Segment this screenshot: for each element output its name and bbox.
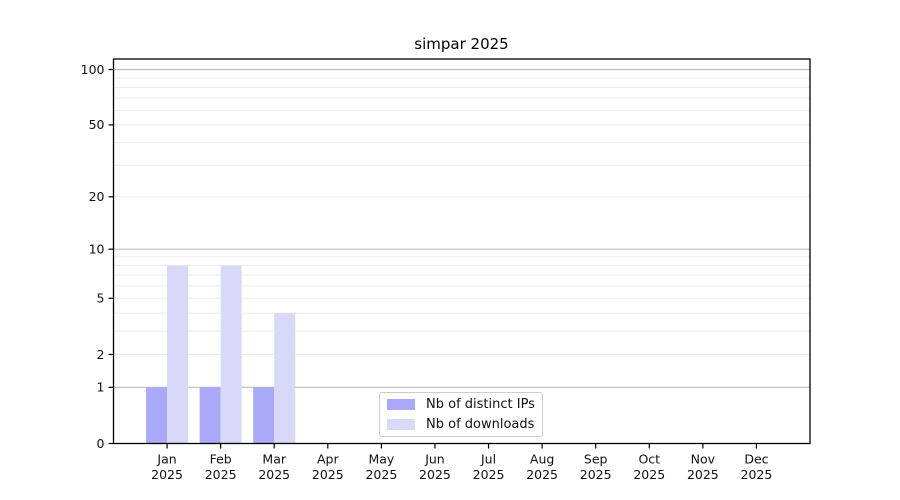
x-tick-label-year: 2025 (633, 467, 665, 482)
bar-distinct-ips (253, 387, 275, 444)
bar-distinct-ips (199, 387, 221, 444)
x-tick-label-year: 2025 (741, 467, 773, 482)
x-tick-label-month: Sep (584, 452, 608, 467)
y-tick-label: 1 (97, 380, 105, 395)
x-tick-label-month: Feb (210, 452, 232, 467)
y-tick-label: 5 (97, 291, 105, 306)
bar-distinct-ips (146, 387, 168, 444)
x-tick-label-year: 2025 (151, 467, 183, 482)
bar-downloads (274, 313, 296, 444)
x-tick-label-month: Dec (744, 452, 768, 467)
x-tick-label-year: 2025 (258, 467, 290, 482)
x-tick-label-year: 2025 (580, 467, 612, 482)
legend-swatch-distinct-ips (387, 399, 415, 411)
x-tick-label-month: Jul (480, 452, 496, 467)
bar-downloads (167, 265, 189, 444)
y-tick-label: 0 (97, 436, 105, 451)
x-tick-label-year: 2025 (526, 467, 558, 482)
x-tick-label-month: Nov (691, 452, 716, 467)
x-tick-label-month: Jan (156, 452, 176, 467)
x-tick-label-year: 2025 (365, 467, 397, 482)
legend-item-distinct-ips: Nb of distinct IPs (387, 397, 542, 412)
x-tick-label-month: Jun (424, 452, 445, 467)
y-tick-label: 50 (89, 117, 105, 132)
legend-label-distinct-ips: Nb of distinct IPs (426, 397, 535, 413)
x-tick-label-year: 2025 (419, 467, 451, 482)
x-tick-label-month: Apr (317, 452, 339, 467)
x-tick-label-month: Oct (638, 452, 660, 467)
y-tick-label: 10 (89, 241, 105, 256)
legend-label-downloads: Nb of downloads (426, 416, 535, 432)
x-tick-label-month: Mar (262, 452, 286, 467)
y-tick-label: 2 (97, 347, 105, 362)
plot-frame (112, 58, 811, 445)
x-tick-label-year: 2025 (687, 467, 719, 482)
chart-title: simpar 2025 (414, 35, 509, 53)
legend: Nb of distinct IPs Nb of downloads (379, 392, 543, 437)
legend-item-downloads: Nb of downloads (387, 417, 542, 432)
x-tick-label-year: 2025 (312, 467, 344, 482)
x-tick-label-year: 2025 (205, 467, 237, 482)
x-tick-label-month: Aug (530, 452, 554, 467)
bar-downloads (220, 265, 242, 444)
legend-swatch-downloads (387, 418, 415, 430)
y-tick-label: 100 (81, 62, 105, 77)
y-tick-label: 20 (89, 189, 105, 204)
x-tick-label-month: May (368, 452, 394, 467)
x-tick-label-year: 2025 (473, 467, 505, 482)
